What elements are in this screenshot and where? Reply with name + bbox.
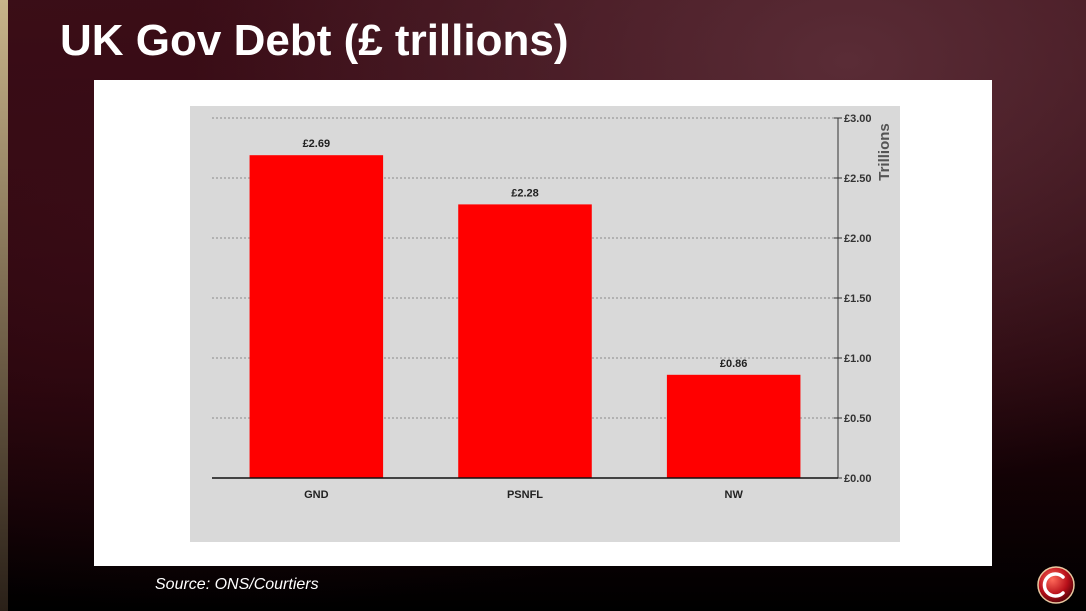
bar — [249, 155, 384, 478]
y-tick-label: £1.00 — [844, 353, 872, 365]
bar-chart: £0.00 £0.50 £1.00 £1.50 £2.00 £2.50 £3.00 £2.69… — [190, 106, 900, 542]
source-note: Source: ONS/Courtiers — [155, 576, 319, 593]
bar-data-label: £2.69 — [303, 138, 331, 150]
left-accent-strip — [0, 0, 8, 611]
bar-data-label: £2.28 — [511, 187, 539, 199]
y-tick-label: £0.50 — [844, 413, 872, 425]
y-tick-label: £0.00 — [844, 473, 872, 485]
bar — [458, 204, 592, 478]
y-tick-label: £1.50 — [844, 293, 872, 305]
x-tick-label: NW — [725, 489, 744, 501]
bar — [666, 374, 801, 478]
bar-data-label: £0.86 — [720, 358, 748, 370]
slide-title: UK Gov Debt (£ trillions) — [60, 16, 569, 65]
x-tick-label: GND — [304, 489, 329, 501]
company-logo — [1037, 566, 1075, 604]
y-tick-label: £2.50 — [844, 173, 872, 185]
x-tick-label: PSNFL — [507, 489, 543, 501]
y-tick-label: £3.00 — [844, 113, 872, 125]
y-axis-title: Trillions — [876, 123, 893, 181]
chart-panel: £0.00 £0.50 £1.00 £1.50 £2.00 £2.50 £3.00 £2.69… — [94, 80, 992, 566]
y-tick-label: £2.00 — [844, 233, 872, 245]
